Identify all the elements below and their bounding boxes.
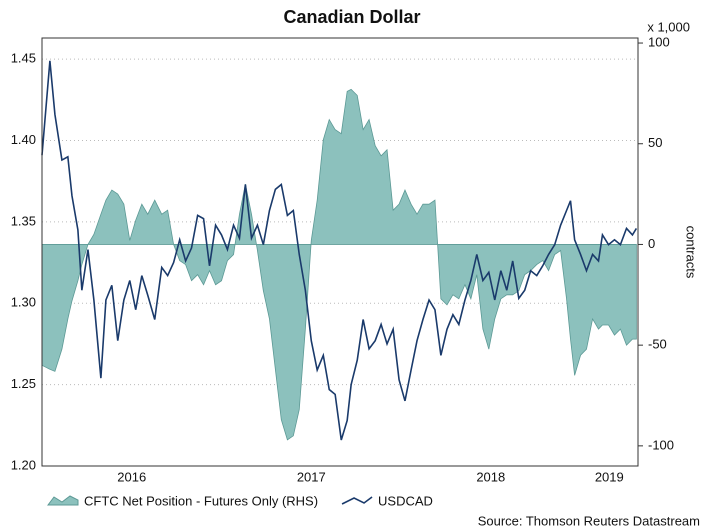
area	[41, 88, 637, 441]
y2-tick-label: 100	[648, 34, 670, 49]
plot-frame	[41, 37, 639, 467]
y2-unit: x 1,000	[647, 19, 690, 34]
x-tick-label: 2016	[117, 469, 146, 484]
legend-label: CFTC Net Position - Futures Only (RHS)	[84, 493, 318, 508]
x-tick-label: 2017	[297, 469, 326, 484]
legend-swatch	[47, 495, 79, 506]
y2-tick-label: -50	[648, 337, 667, 352]
y-tick-label: 1.35	[11, 213, 36, 228]
y2-axis-label: contracts	[684, 226, 699, 279]
y-tick-label: 1.20	[11, 457, 36, 472]
chart-title: Canadian Dollar	[283, 7, 420, 27]
x-tick-label: 2019	[595, 469, 624, 484]
y-tick-label: 1.25	[11, 376, 36, 391]
line	[41, 60, 638, 441]
y-tick-label: 1.40	[11, 132, 36, 147]
y2-tick-label: -100	[648, 437, 674, 452]
y2-tick-label: 0	[648, 236, 655, 251]
y-tick-label: 1.45	[11, 51, 36, 66]
source: Source: Thomson Reuters Datastream	[478, 513, 700, 528]
legend-swatch	[341, 496, 373, 505]
y2-tick-label: 50	[648, 135, 662, 150]
y-tick-label: 1.30	[11, 295, 36, 310]
legend-label: USDCAD	[378, 493, 433, 508]
x-tick-label: 2018	[476, 469, 505, 484]
